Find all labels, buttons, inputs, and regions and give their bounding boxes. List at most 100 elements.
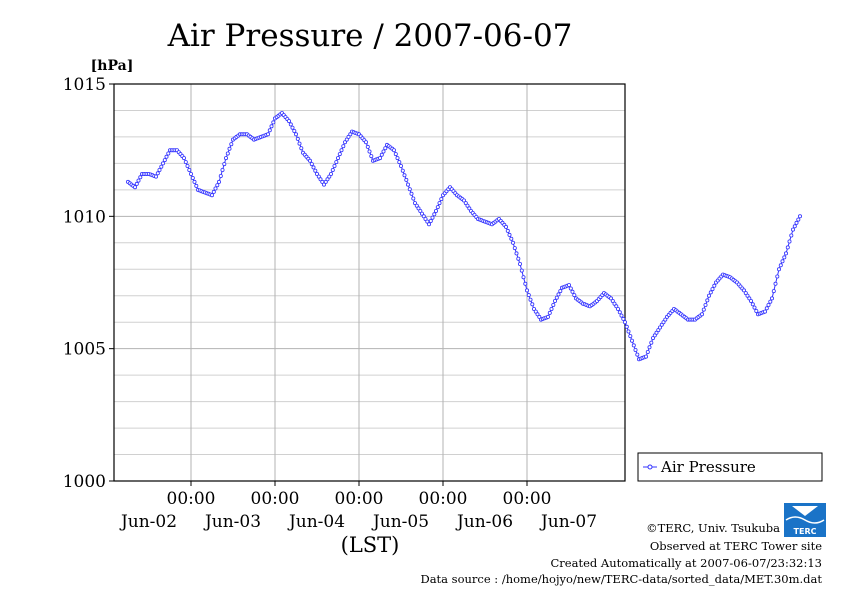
data-point <box>701 307 706 312</box>
data-point <box>265 132 270 137</box>
x-category-label: Jun-02 <box>119 512 177 532</box>
x-category-label: Jun-07 <box>539 512 597 532</box>
x-category-label: Jun-05 <box>371 512 429 532</box>
data-point <box>796 217 801 222</box>
data-point <box>712 283 717 288</box>
x-tick-labels: Jun-02 00:00 Jun-03 00:00 Jun-04 00:00 Jun-05 0… <box>119 481 597 532</box>
data-point <box>187 167 192 172</box>
x-tick-time: 00:00 <box>167 489 216 509</box>
data-point <box>547 310 552 315</box>
data-point <box>397 160 402 165</box>
data-point <box>348 132 353 137</box>
data-point <box>626 329 631 334</box>
data-point <box>549 306 554 311</box>
data-point <box>624 324 629 329</box>
data-point <box>771 289 776 294</box>
data-point <box>334 160 339 165</box>
data-point <box>321 182 326 187</box>
data-point <box>512 246 517 251</box>
data-point <box>292 128 297 133</box>
data-point <box>426 222 431 227</box>
data-point <box>164 154 169 159</box>
data-point <box>514 251 519 256</box>
data-point <box>777 267 782 272</box>
data-point <box>794 220 799 225</box>
data-point <box>554 295 559 300</box>
data-point <box>363 140 368 145</box>
y-tick-label: 1000 <box>63 472 106 492</box>
data-point <box>503 224 508 229</box>
data-point <box>271 120 276 125</box>
data-point <box>421 214 426 219</box>
data-point <box>330 167 335 172</box>
data-point <box>433 208 438 213</box>
data-point <box>342 140 347 145</box>
data-point <box>335 156 340 161</box>
data-point <box>532 306 537 311</box>
data-point <box>138 175 143 180</box>
data-point <box>558 289 563 294</box>
data-point <box>185 163 190 168</box>
data-point <box>647 345 652 350</box>
data-point <box>377 156 382 161</box>
data-point <box>628 334 633 339</box>
copyright-text: ©TERC, Univ. Tsukuba <box>646 521 780 535</box>
x-category-label: Jun-06 <box>455 512 513 532</box>
data-point <box>610 298 615 303</box>
y-tick-labels: 1015 1010 1005 1000 <box>63 75 114 492</box>
data-point <box>414 203 419 208</box>
data-point <box>766 302 771 307</box>
data-point <box>153 174 158 179</box>
data-point <box>328 171 333 176</box>
data-point <box>267 128 272 133</box>
data-point <box>365 144 370 149</box>
data-point <box>216 179 221 184</box>
data-point <box>379 152 384 157</box>
data-point <box>391 148 396 153</box>
data-point <box>220 167 225 172</box>
y-axis-unit: [hPa] <box>91 58 134 74</box>
data-point <box>157 167 162 172</box>
x-category-label: Jun-03 <box>203 512 261 532</box>
data-point <box>225 151 230 156</box>
data-point <box>286 119 291 124</box>
data-point <box>411 196 416 201</box>
data-point <box>166 151 171 156</box>
data-point <box>465 203 470 208</box>
data-point <box>332 163 337 168</box>
data-point <box>430 215 435 220</box>
logo-text: TERC <box>794 527 817 536</box>
data-point <box>419 211 424 216</box>
legend: Air Pressure <box>637 452 823 482</box>
data-point <box>404 177 409 182</box>
grid-lines <box>114 84 625 481</box>
legend-label: Air Pressure <box>660 458 756 476</box>
data-point <box>407 187 412 192</box>
data-point <box>293 132 298 137</box>
data-point <box>521 275 526 280</box>
data-point <box>398 163 403 168</box>
data-point <box>181 156 186 161</box>
data-point <box>409 191 414 196</box>
data-point <box>393 152 398 157</box>
data-point <box>297 141 302 146</box>
data-point <box>416 206 421 211</box>
data-point <box>651 336 656 341</box>
data-point <box>188 171 193 176</box>
data-point <box>395 156 400 161</box>
data-point <box>609 296 614 301</box>
data-point <box>708 290 713 295</box>
data-point <box>222 162 227 167</box>
data-point <box>568 286 573 291</box>
data-point <box>223 156 228 161</box>
data-point <box>553 298 558 303</box>
data-point <box>742 288 747 293</box>
data-point <box>369 154 374 159</box>
data-point <box>461 198 466 203</box>
x-axis-label: (LST) <box>341 533 400 557</box>
data-point <box>412 201 417 206</box>
data-point <box>423 216 428 221</box>
data-point <box>405 182 410 187</box>
data-point <box>183 160 188 165</box>
data-point <box>526 293 531 298</box>
